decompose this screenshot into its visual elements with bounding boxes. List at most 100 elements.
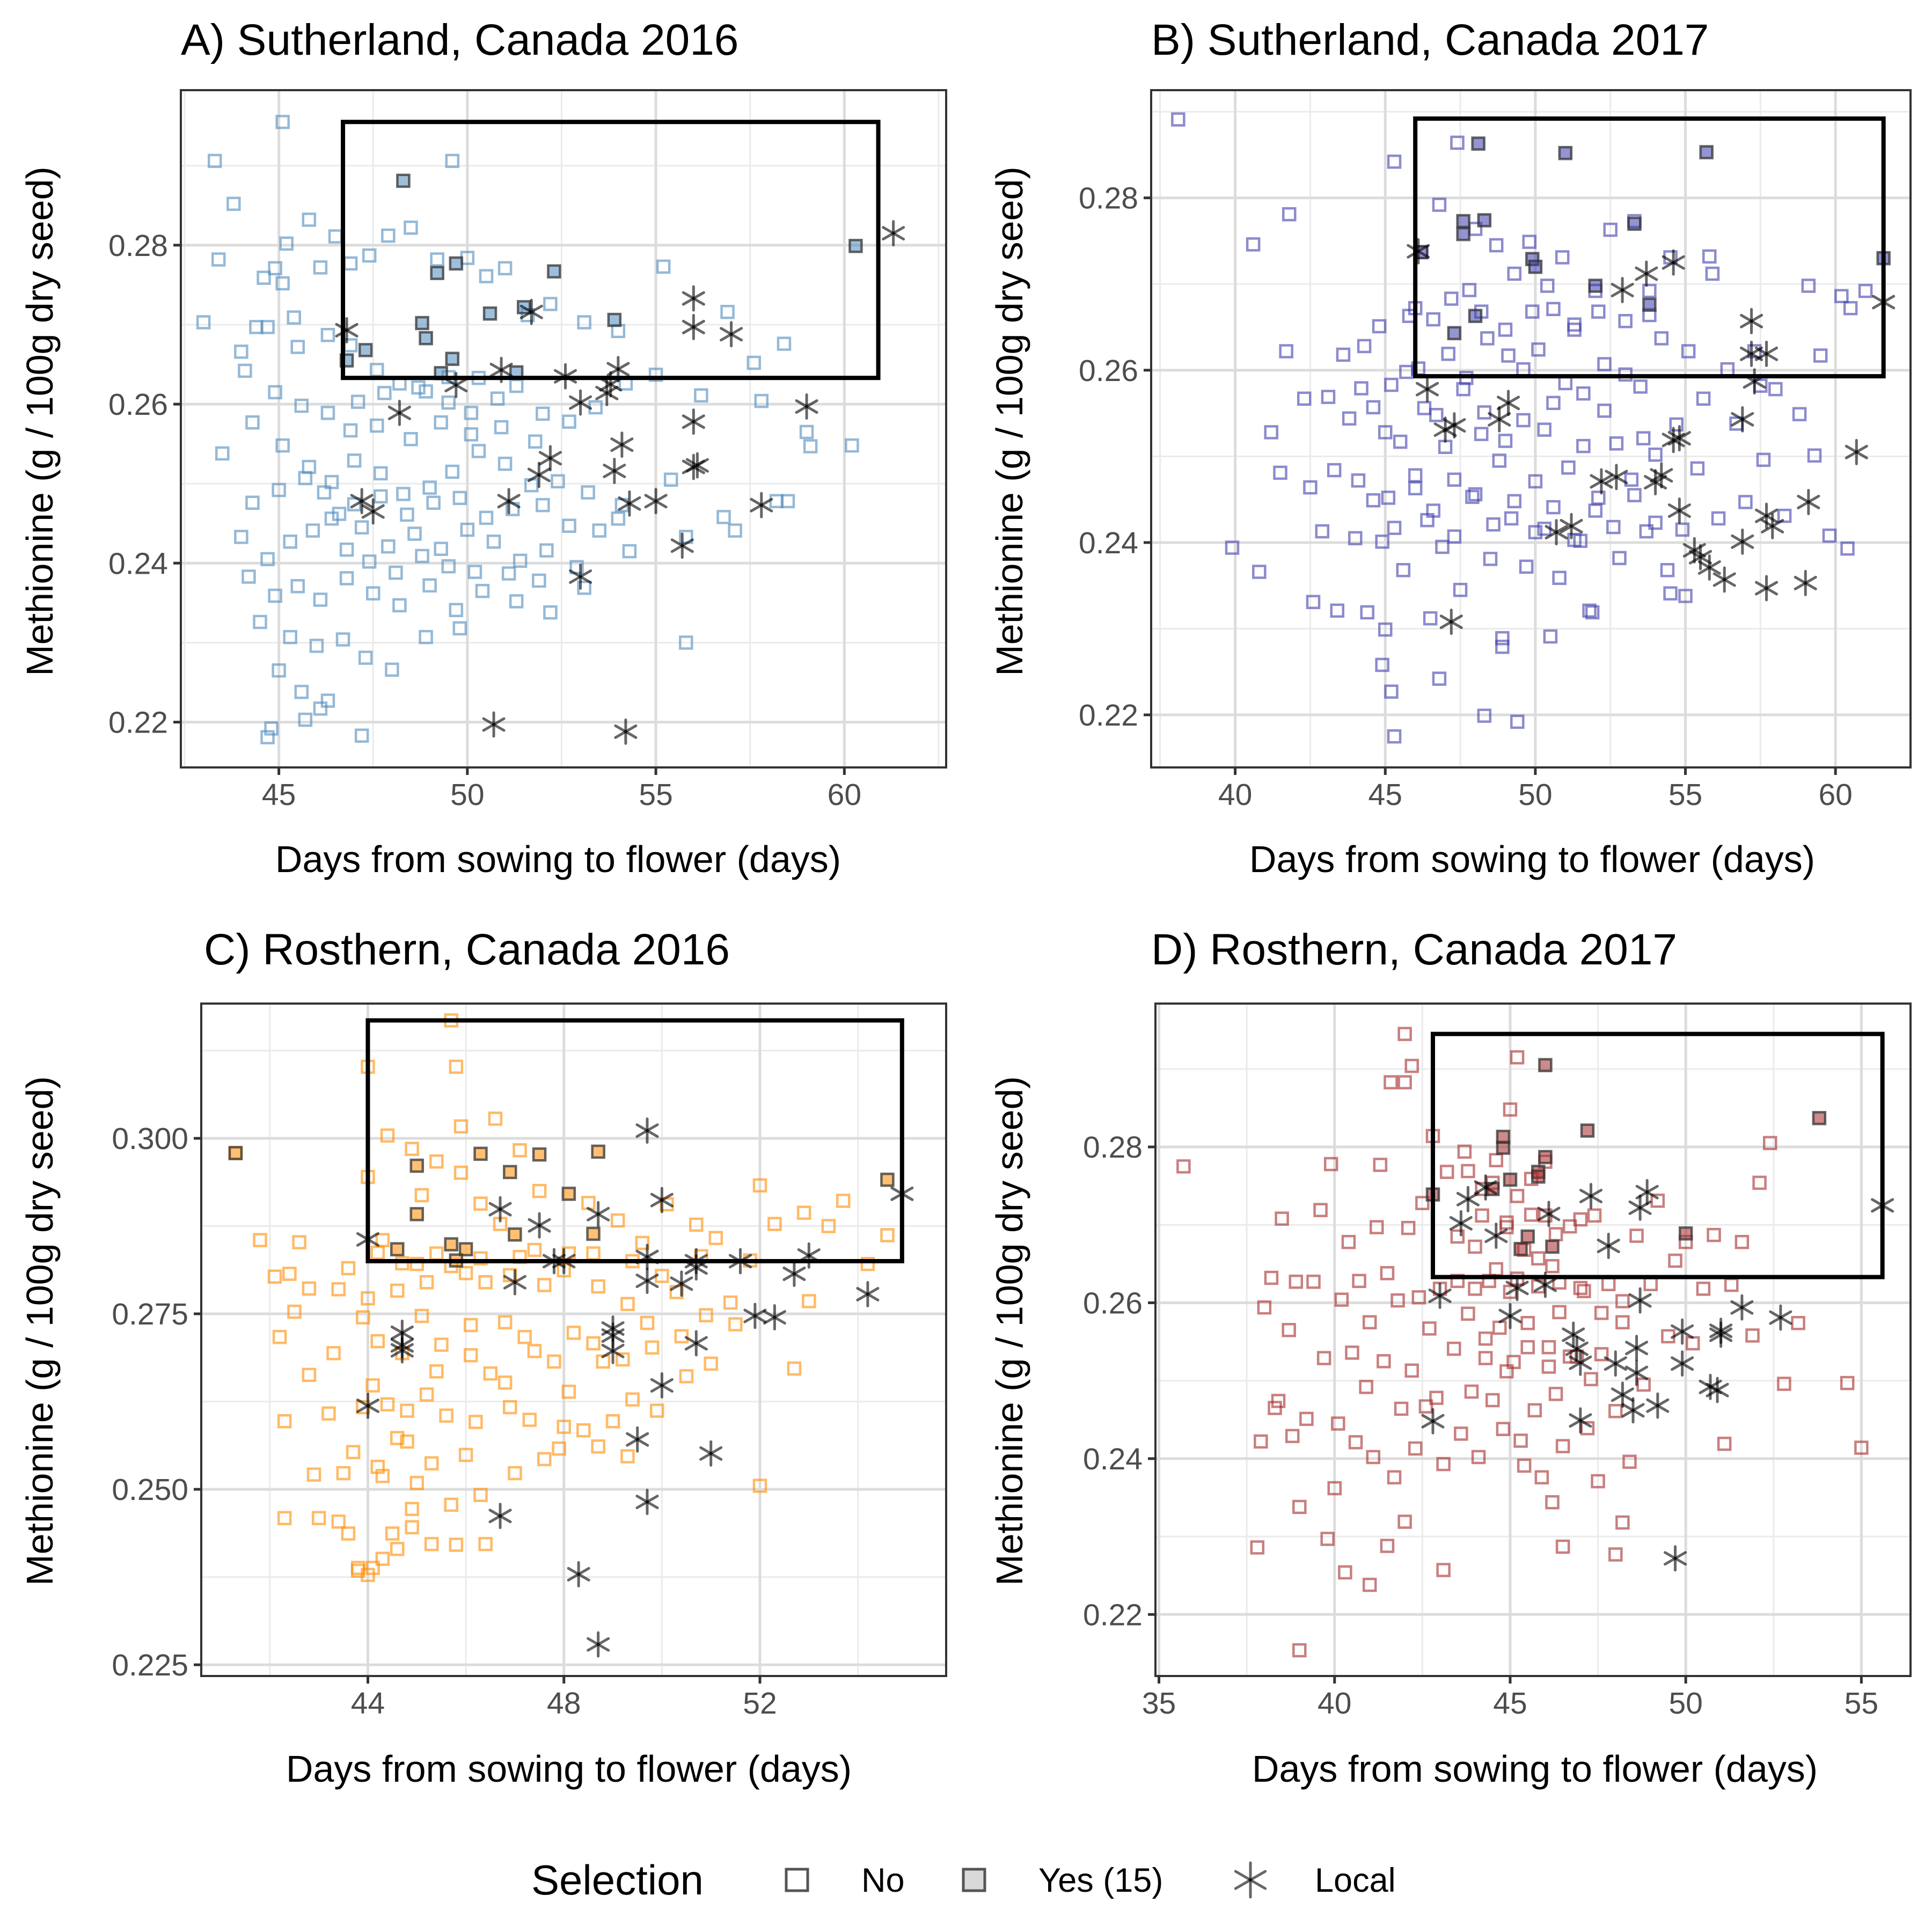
point-no (562, 518, 576, 533)
point-no (306, 1467, 321, 1482)
point-no (439, 1408, 453, 1423)
point-no (430, 252, 444, 267)
point-no (767, 1217, 782, 1231)
point-no (1378, 622, 1393, 637)
point-local (335, 317, 358, 343)
y-tick-label: 0.24 (1079, 526, 1138, 560)
x-axis-label: Days from sowing to flower (days) (286, 1748, 852, 1790)
point-yes (1456, 226, 1470, 241)
point-no (708, 1231, 723, 1246)
point-no (1707, 1227, 1721, 1242)
point-no (1624, 472, 1639, 487)
point-local (587, 1631, 610, 1658)
point-no (1499, 1364, 1514, 1379)
point-no (577, 580, 591, 595)
point-no (679, 1369, 694, 1384)
y-axis-label: Methionine (g / 100g dry seed) (989, 1076, 1030, 1585)
point-no (1843, 301, 1858, 316)
point-local (750, 492, 773, 518)
point-no (362, 554, 377, 569)
x-tick-label: 48 (547, 1686, 581, 1721)
point-no (622, 544, 637, 559)
point-no (302, 1281, 317, 1296)
point-no (409, 1476, 425, 1490)
point-no (1264, 425, 1278, 440)
point-no (1752, 1175, 1767, 1190)
point-local (538, 445, 562, 472)
point-no (509, 594, 524, 609)
point-no (267, 1269, 282, 1284)
point-no (1492, 453, 1507, 468)
point-no (1567, 532, 1582, 547)
point-no (1791, 1316, 1805, 1330)
point-no (1331, 1416, 1345, 1431)
point-no (449, 1538, 464, 1552)
point-local (567, 1561, 590, 1587)
point-yes (409, 1207, 425, 1221)
point-no (1648, 515, 1663, 530)
x-tick-label: 44 (351, 1686, 385, 1721)
point-no (411, 380, 426, 395)
point-no (268, 261, 282, 276)
point-no (331, 1514, 346, 1529)
point-no (821, 1219, 836, 1233)
point-yes (390, 1242, 405, 1257)
point-no (1321, 390, 1336, 404)
point-no (347, 497, 362, 511)
panel-c: C) Rosthern, Canada 2016 Days from sowin… (19, 925, 947, 1790)
point-local (1713, 566, 1736, 593)
point-local (618, 490, 641, 517)
point-no (1404, 1058, 1419, 1073)
point-local (1560, 513, 1583, 539)
point-no (497, 1375, 513, 1390)
y-tick-label: 0.28 (108, 229, 168, 263)
point-no (1426, 503, 1440, 518)
point-no (1609, 436, 1624, 451)
point-local (1794, 569, 1817, 596)
point-no (419, 1275, 434, 1290)
point-local (1730, 1294, 1754, 1321)
point-no (1429, 1391, 1444, 1405)
point-yes (444, 1237, 458, 1252)
y-tick-label: 0.275 (112, 1297, 188, 1331)
point-no (429, 1154, 444, 1169)
point-no (527, 1242, 542, 1257)
point-no (381, 539, 396, 554)
point-local (635, 1268, 659, 1294)
point-no (478, 1536, 493, 1552)
point-no (679, 635, 693, 650)
point-no (620, 1449, 635, 1463)
point-no (283, 630, 297, 645)
point-no (1366, 493, 1381, 508)
y-tick-label: 0.26 (1083, 1286, 1143, 1321)
point-no (656, 259, 671, 274)
point-no (1474, 427, 1489, 441)
point-yes (503, 1165, 517, 1180)
point-yes (1477, 213, 1492, 228)
point-no (1282, 207, 1297, 222)
point-local (1761, 513, 1784, 539)
point-no (445, 464, 460, 479)
point-no (1397, 1514, 1412, 1529)
point-yes (1471, 136, 1485, 151)
point-no (752, 1479, 767, 1493)
point-no (287, 1304, 302, 1319)
point-yes (415, 316, 429, 331)
x-tick-label: 50 (1518, 778, 1552, 812)
point-local (1505, 1275, 1529, 1301)
y-tick-label: 0.22 (1079, 698, 1138, 733)
point-no (268, 588, 282, 603)
point-no (1401, 1220, 1416, 1235)
point-no (414, 1188, 429, 1203)
point-no (311, 1511, 326, 1525)
point-yes (1496, 1130, 1511, 1144)
point-no (802, 1294, 816, 1308)
point-local (361, 498, 385, 525)
point-no (1447, 1341, 1461, 1356)
point-local (650, 1372, 674, 1399)
point-no (1675, 522, 1690, 537)
point-no (1439, 1165, 1454, 1179)
point-no (704, 1356, 718, 1371)
point-no (1543, 629, 1558, 644)
point-no (404, 221, 418, 235)
